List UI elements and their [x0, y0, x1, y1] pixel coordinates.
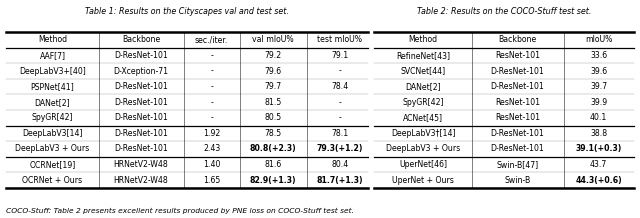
- Text: 82.9(+1.3): 82.9(+1.3): [250, 175, 296, 185]
- Text: OCRNet[19]: OCRNet[19]: [29, 160, 76, 169]
- Text: UperNet + Ours: UperNet + Ours: [392, 175, 454, 185]
- Text: 81.6: 81.6: [264, 160, 282, 169]
- Text: ResNet-101: ResNet-101: [495, 98, 540, 107]
- Text: D-ResNet-101: D-ResNet-101: [491, 66, 545, 76]
- Text: D-ResNet-101: D-ResNet-101: [491, 129, 545, 138]
- Text: Method: Method: [408, 36, 438, 44]
- Text: 80.8(+2.3): 80.8(+2.3): [250, 144, 296, 153]
- Text: 79.3(+1.2): 79.3(+1.2): [317, 144, 363, 153]
- Text: DeepLabV3[14]: DeepLabV3[14]: [22, 129, 83, 138]
- Text: 78.4: 78.4: [332, 82, 349, 91]
- Text: 38.8: 38.8: [590, 129, 607, 138]
- Text: Table 2: Results on the COCO-Stuff test set.: Table 2: Results on the COCO-Stuff test …: [417, 7, 591, 16]
- Text: ResNet-101: ResNet-101: [495, 51, 540, 60]
- Text: RefineNet[43]: RefineNet[43]: [396, 51, 450, 60]
- Text: 79.7: 79.7: [264, 82, 282, 91]
- Text: D-Xception-71: D-Xception-71: [113, 66, 169, 76]
- Text: 39.1(+0.3): 39.1(+0.3): [575, 144, 621, 153]
- Text: -: -: [210, 66, 213, 76]
- Text: 81.7(+1.3): 81.7(+1.3): [317, 175, 364, 185]
- Text: -: -: [339, 113, 341, 122]
- Text: 80.5: 80.5: [264, 113, 282, 122]
- Text: ACNet[45]: ACNet[45]: [403, 113, 443, 122]
- Text: -: -: [210, 113, 213, 122]
- Text: 1.65: 1.65: [203, 175, 220, 185]
- Text: COCO-Stuff: Table 2 presents excellent results produced by PNE loss on COCO-Stuf: COCO-Stuff: Table 2 presents excellent r…: [6, 208, 355, 214]
- Text: DeepLabV3†[14]: DeepLabV3†[14]: [391, 129, 455, 138]
- Text: 78.1: 78.1: [332, 129, 349, 138]
- Text: D-ResNet-101: D-ResNet-101: [114, 113, 168, 122]
- Text: 81.5: 81.5: [264, 98, 282, 107]
- Text: AAF[7]: AAF[7]: [40, 51, 65, 60]
- Text: DANet[2]: DANet[2]: [405, 82, 441, 91]
- Text: val mIoU%: val mIoU%: [252, 36, 294, 44]
- Text: 79.6: 79.6: [264, 66, 282, 76]
- Text: D-ResNet-101: D-ResNet-101: [114, 98, 168, 107]
- Text: 40.1: 40.1: [590, 113, 607, 122]
- Text: 79.1: 79.1: [332, 51, 349, 60]
- Text: -: -: [339, 66, 341, 76]
- Text: D-ResNet-101: D-ResNet-101: [114, 82, 168, 91]
- Text: 80.4: 80.4: [332, 160, 349, 169]
- Text: 43.7: 43.7: [590, 160, 607, 169]
- Text: OCRNet + Ours: OCRNet + Ours: [22, 175, 83, 185]
- Text: Swin-B: Swin-B: [504, 175, 531, 185]
- Text: ResNet-101: ResNet-101: [495, 113, 540, 122]
- Text: PSPNet[41]: PSPNet[41]: [31, 82, 74, 91]
- Text: D-ResNet-101: D-ResNet-101: [114, 51, 168, 60]
- Text: HRNetV2-W48: HRNetV2-W48: [114, 160, 168, 169]
- Text: 33.6: 33.6: [590, 51, 607, 60]
- Text: mIoU%: mIoU%: [585, 36, 612, 44]
- Text: 39.6: 39.6: [590, 66, 607, 76]
- Text: 1.92: 1.92: [203, 129, 220, 138]
- Text: UperNet[46]: UperNet[46]: [399, 160, 447, 169]
- Text: SpyGR[42]: SpyGR[42]: [403, 98, 444, 107]
- Text: DeepLabV3 + Ours: DeepLabV3 + Ours: [386, 144, 460, 153]
- Text: Backbone: Backbone: [122, 36, 160, 44]
- Text: 39.9: 39.9: [590, 98, 607, 107]
- Text: 1.40: 1.40: [203, 160, 220, 169]
- Text: D-ResNet-101: D-ResNet-101: [114, 129, 168, 138]
- Text: Table 1: Results on the Cityscapes val and test set.: Table 1: Results on the Cityscapes val a…: [85, 7, 289, 16]
- Text: DANet[2]: DANet[2]: [35, 98, 70, 107]
- Text: test mIoU%: test mIoU%: [317, 36, 362, 44]
- Text: D-ResNet-101: D-ResNet-101: [114, 144, 168, 153]
- Text: -: -: [210, 82, 213, 91]
- Text: -: -: [339, 98, 341, 107]
- Text: 78.5: 78.5: [264, 129, 282, 138]
- Text: -: -: [210, 98, 213, 107]
- Text: D-ResNet-101: D-ResNet-101: [491, 144, 545, 153]
- Text: 2.43: 2.43: [203, 144, 220, 153]
- Text: Method: Method: [38, 36, 67, 44]
- Text: Backbone: Backbone: [499, 36, 537, 44]
- Text: DeepLabV3 + Ours: DeepLabV3 + Ours: [15, 144, 90, 153]
- Text: 79.2: 79.2: [264, 51, 282, 60]
- Text: HRNetV2-W48: HRNetV2-W48: [114, 175, 168, 185]
- Text: SpyGR[42]: SpyGR[42]: [32, 113, 73, 122]
- Text: -: -: [210, 51, 213, 60]
- Text: D-ResNet-101: D-ResNet-101: [491, 82, 545, 91]
- Text: sec./iter.: sec./iter.: [195, 36, 228, 44]
- Text: 39.7: 39.7: [590, 82, 607, 91]
- Text: DeepLabV3+[40]: DeepLabV3+[40]: [19, 66, 86, 76]
- Text: SVCNet[44]: SVCNet[44]: [401, 66, 445, 76]
- Text: 44.3(+0.6): 44.3(+0.6): [575, 175, 622, 185]
- Text: Swin-B[47]: Swin-B[47]: [497, 160, 539, 169]
